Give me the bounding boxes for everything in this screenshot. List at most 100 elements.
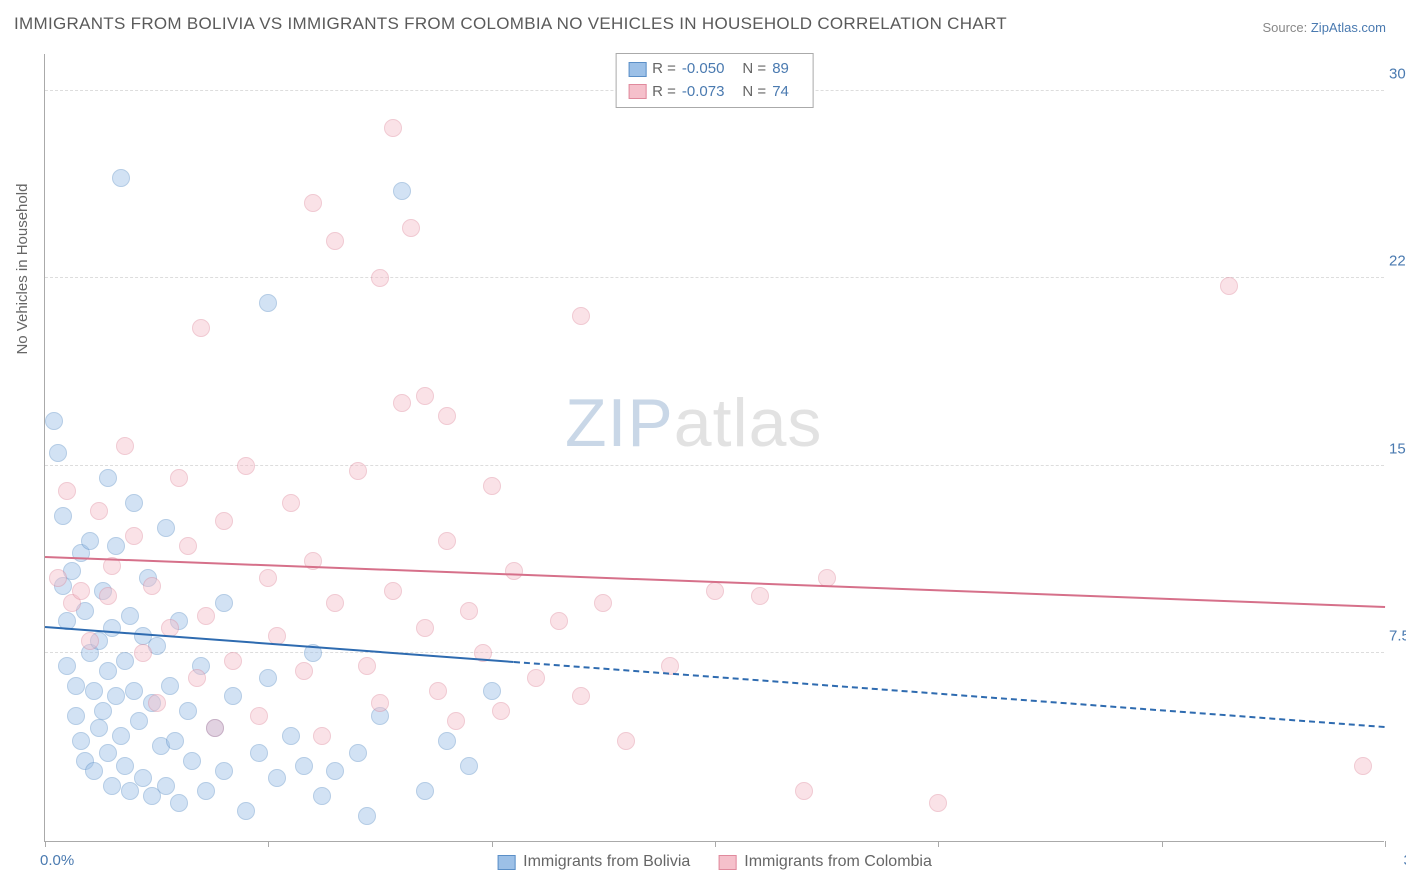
data-point [237,802,255,820]
x-tick [1385,841,1386,847]
data-point [594,594,612,612]
data-point [384,119,402,137]
data-point [429,682,447,700]
data-point [313,787,331,805]
r-label: R = [652,81,676,104]
legend-swatch [497,855,515,870]
data-point [393,182,411,200]
data-point [237,457,255,475]
data-point [438,532,456,550]
data-point [295,757,313,775]
n-value: 89 [772,58,789,81]
watermark-zip: ZIP [565,385,674,461]
data-point [161,677,179,695]
data-point [90,502,108,520]
data-point [49,444,67,462]
data-point [85,762,103,780]
data-point [371,269,389,287]
data-point [81,532,99,550]
data-point [45,412,63,430]
data-point [206,719,224,737]
source-prefix: Source: [1262,20,1310,35]
data-point [170,794,188,812]
watermark-atlas: atlas [674,385,823,461]
data-point [54,507,72,525]
x-min-label: 0.0% [40,852,74,869]
data-point [72,582,90,600]
data-point [215,512,233,530]
data-point [358,657,376,675]
data-point [572,687,590,705]
data-point [384,582,402,600]
data-point [326,232,344,250]
data-point [215,762,233,780]
data-point [268,769,286,787]
x-tick [938,841,939,847]
data-point [103,777,121,795]
data-point [483,477,501,495]
data-point [349,744,367,762]
data-point [282,727,300,745]
data-point [94,702,112,720]
data-point [166,732,184,750]
data-point [358,807,376,825]
y-tick-label: 7.5% [1389,628,1406,645]
source-link[interactable]: ZipAtlas.com [1311,20,1386,35]
series-legend: Immigrants from Bolivia Immigrants from C… [497,853,932,871]
data-point [112,169,130,187]
watermark: ZIPatlas [565,384,822,462]
data-point [259,294,277,312]
data-point [116,757,134,775]
chart-plot-area: ZIPatlas 7.5%15.0%22.5%30.0%0.0%30.0%R =… [44,54,1384,842]
x-tick [1162,841,1163,847]
r-label: R = [652,58,676,81]
data-point [460,757,478,775]
x-tick [268,841,269,847]
y-tick-label: 22.5% [1389,253,1406,270]
data-point [295,662,313,680]
data-point [1354,757,1372,775]
n-label: N = [742,81,766,104]
gridline [45,277,1384,278]
correlation-row: R =-0.073N =74 [628,81,801,104]
data-point [416,387,434,405]
data-point [148,694,166,712]
x-tick [715,841,716,847]
legend-swatch [718,855,736,870]
data-point [49,569,67,587]
data-point [197,607,215,625]
data-point [116,437,134,455]
data-point [103,619,121,637]
data-point [795,782,813,800]
gridline [45,652,1384,653]
data-point [179,537,197,555]
legend-item: Immigrants from Bolivia [497,853,690,871]
data-point [58,657,76,675]
data-point [134,769,152,787]
chart-title: IMMIGRANTS FROM BOLIVIA VS IMMIGRANTS FR… [14,14,1007,34]
data-point [349,462,367,480]
trend-line [45,556,1385,608]
data-point [143,577,161,595]
data-point [326,594,344,612]
data-point [157,519,175,537]
data-point [125,527,143,545]
data-point [215,594,233,612]
legend-label: Immigrants from Colombia [744,853,932,871]
data-point [483,682,501,700]
n-label: N = [742,58,766,81]
source-attr: Source: ZipAtlas.com [1262,20,1386,35]
legend-swatch [628,84,646,99]
y-tick-label: 15.0% [1389,440,1406,457]
r-value: -0.050 [682,58,725,81]
correlation-row: R = -0.050 N = 89 [628,58,801,81]
data-point [107,537,125,555]
data-point [134,644,152,662]
data-point [617,732,635,750]
data-point [72,732,90,750]
data-point [460,602,478,620]
data-point [929,794,947,812]
data-point [259,569,277,587]
data-point [313,727,331,745]
data-point [259,669,277,687]
